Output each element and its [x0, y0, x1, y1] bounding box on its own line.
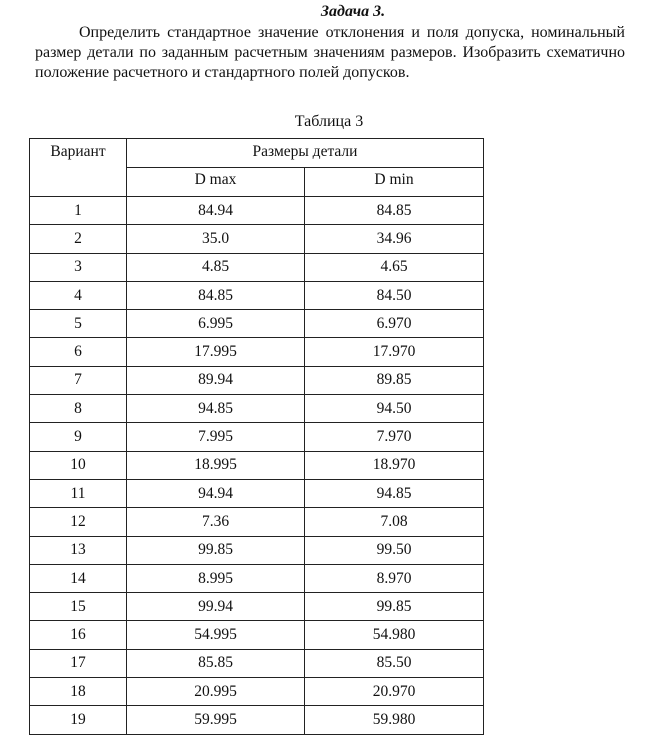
cell-dmin: 85.50 — [304, 648, 484, 679]
table-row: 2 35.0 34.96 — [29, 224, 484, 254]
cell-variant: 16 — [29, 620, 127, 650]
cell-variant: 1 — [29, 195, 127, 226]
cell-dmax: 6.995 — [126, 309, 305, 339]
cell-dmax: 89.94 — [126, 365, 305, 396]
table-row: 18 20.995 20.970 — [29, 677, 484, 707]
header-dmax: D max — [126, 167, 305, 197]
cell-dmin: 7.08 — [304, 507, 484, 537]
cell-dmin: 7.970 — [304, 422, 484, 452]
cell-variant: 14 — [29, 563, 127, 594]
header-part-dimensions: Размеры детали — [126, 138, 484, 168]
cell-dmax: 20.995 — [126, 677, 305, 707]
cell-dmax: 54.995 — [126, 620, 305, 650]
header-dmin: D min — [304, 167, 484, 197]
cell-dmax: 7.36 — [126, 507, 305, 537]
cell-variant: 17 — [29, 648, 127, 679]
table-row: 19 59.995 59.980 — [29, 705, 484, 735]
cell-dmax: 17.995 — [126, 337, 305, 367]
table-row: 5 6.995 6.970 — [29, 309, 484, 339]
cell-dmin: 8.970 — [304, 563, 484, 594]
cell-dmin: 54.980 — [304, 620, 484, 650]
table-row: 7 89.94 89.85 — [29, 365, 484, 396]
table-row: 6 17.995 17.970 — [29, 337, 484, 367]
cell-dmax: 94.94 — [126, 478, 305, 509]
task-title: Задача 3. — [320, 3, 386, 20]
cell-dmin: 94.85 — [304, 478, 484, 509]
cell-variant: 13 — [29, 535, 127, 565]
cell-dmax: 84.94 — [126, 195, 305, 226]
cell-variant: 6 — [29, 337, 127, 367]
table-row: 17 85.85 85.50 — [29, 648, 484, 679]
table-row: 11 94.94 94.85 — [29, 478, 484, 509]
table-row: 13 99.85 99.50 — [29, 535, 484, 565]
cell-dmax: 18.995 — [126, 450, 305, 480]
cell-dmax: 94.85 — [126, 394, 305, 424]
cell-dmin: 20.970 — [304, 677, 484, 707]
cell-dmin: 17.970 — [304, 337, 484, 367]
cell-variant: 12 — [29, 507, 127, 537]
dimensions-table: Вариант Размеры детали D max D min 1 84.9… — [29, 138, 484, 735]
cell-variant: 7 — [29, 365, 127, 396]
cell-variant: 3 — [29, 252, 127, 282]
table-row: 16 54.995 54.980 — [29, 620, 484, 650]
cell-variant: 11 — [29, 478, 127, 509]
table-caption: Таблица 3 — [294, 113, 364, 130]
cell-dmax: 84.85 — [126, 280, 305, 311]
cell-dmin: 84.50 — [304, 280, 484, 311]
cell-dmin: 34.96 — [304, 224, 484, 254]
cell-variant: 8 — [29, 394, 127, 424]
cell-dmax: 59.995 — [126, 705, 305, 735]
table-row: 9 7.995 7.970 — [29, 422, 484, 452]
cell-dmax: 7.995 — [126, 422, 305, 452]
cell-dmax: 99.85 — [126, 535, 305, 565]
cell-dmin: 4.65 — [304, 252, 484, 282]
cell-variant: 18 — [29, 677, 127, 707]
cell-dmin: 99.50 — [304, 535, 484, 565]
cell-dmin: 99.85 — [304, 592, 484, 622]
cell-dmax: 85.85 — [126, 648, 305, 679]
cell-dmin: 84.85 — [304, 195, 484, 226]
cell-dmin: 6.970 — [304, 309, 484, 339]
cell-dmax: 4.85 — [126, 252, 305, 282]
table-row: 8 94.85 94.50 — [29, 394, 484, 424]
cell-dmin: 94.50 — [304, 394, 484, 424]
cell-dmax: 35.0 — [126, 224, 305, 254]
task-description: Определить стандартное значение отклонен… — [35, 24, 625, 81]
header-variant: Вариант — [29, 138, 127, 197]
cell-variant: 2 — [29, 224, 127, 254]
cell-dmax: 99.94 — [126, 592, 305, 622]
cell-variant: 5 — [29, 309, 127, 339]
table-row: 12 7.36 7.08 — [29, 507, 484, 537]
table-row: 14 8.995 8.970 — [29, 563, 484, 594]
cell-variant: 15 — [29, 592, 127, 622]
cell-variant: 19 — [29, 705, 127, 735]
cell-variant: 4 — [29, 280, 127, 311]
cell-variant: 10 — [29, 450, 127, 480]
table-row: 10 18.995 18.970 — [29, 450, 484, 480]
cell-dmin: 59.980 — [304, 705, 484, 735]
cell-dmin: 18.970 — [304, 450, 484, 480]
table-row: 4 84.85 84.50 — [29, 280, 484, 311]
table-row: 3 4.85 4.65 — [29, 252, 484, 282]
table-row: 1 84.94 84.85 — [29, 195, 484, 226]
cell-dmin: 89.85 — [304, 365, 484, 396]
cell-dmax: 8.995 — [126, 563, 305, 594]
table-row: 15 99.94 99.85 — [29, 592, 484, 622]
cell-variant: 9 — [29, 422, 127, 452]
